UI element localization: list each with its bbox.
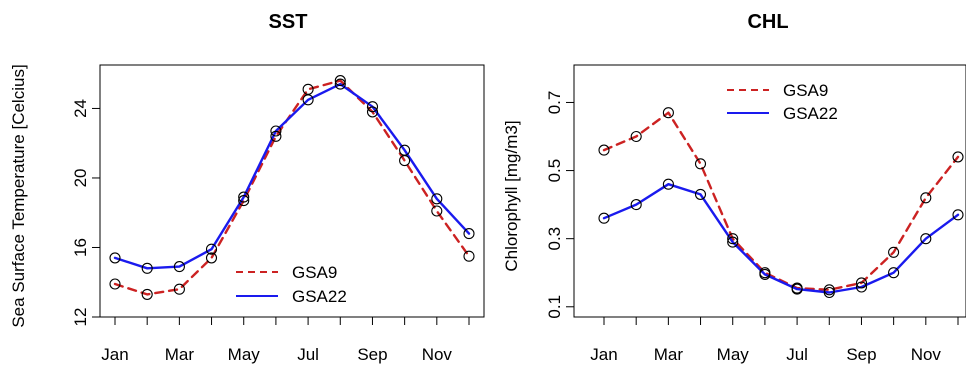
data-point-gsa9 bbox=[855, 277, 868, 289]
data-point-gsa22 bbox=[598, 212, 610, 224]
data-point-gsa22 bbox=[920, 233, 932, 245]
data-point-gsa9 bbox=[630, 130, 642, 143]
y-tick-label: 16 bbox=[71, 238, 90, 257]
data-point-gsa22 bbox=[759, 268, 771, 280]
y-tick-label: 20 bbox=[71, 169, 90, 188]
y-tick-label: 24 bbox=[71, 99, 90, 118]
data-point-gsa22 bbox=[141, 262, 153, 274]
data-point-gsa9 bbox=[952, 151, 964, 163]
data-point-gsa9 bbox=[920, 192, 932, 204]
data-point-gsa22 bbox=[694, 188, 707, 200]
x-tick-label: Nov bbox=[422, 345, 453, 364]
data-point-gsa22 bbox=[823, 286, 835, 299]
y-tick-label: 0.5 bbox=[545, 159, 564, 183]
chart-title: CHL bbox=[747, 11, 788, 33]
data-point-gsa9 bbox=[888, 246, 900, 258]
x-tick-label: Mar bbox=[165, 345, 195, 364]
x-tick-label: May bbox=[717, 345, 750, 364]
y-tick-label: 12 bbox=[71, 308, 90, 327]
legend-label-gsa9: GSA9 bbox=[783, 81, 828, 100]
data-point-gsa22 bbox=[952, 209, 964, 221]
data-point-gsa9 bbox=[173, 283, 185, 295]
data-point-gsa22 bbox=[173, 261, 185, 273]
x-tick-label: May bbox=[228, 345, 261, 364]
data-point-gsa22 bbox=[238, 191, 250, 203]
data-point-gsa9 bbox=[270, 130, 282, 142]
legend-label-gsa9: GSA9 bbox=[292, 263, 337, 282]
data-point-gsa22 bbox=[855, 281, 868, 293]
data-point-gsa22 bbox=[399, 144, 411, 156]
data-point-gsa9 bbox=[823, 284, 835, 296]
data-point-gsa22 bbox=[109, 252, 121, 264]
x-tick-label: Nov bbox=[911, 345, 942, 364]
y-axis-label: Chlorophyll [mg/m3] bbox=[502, 120, 521, 271]
data-point-gsa22 bbox=[270, 125, 282, 137]
y-tick-label: 0.7 bbox=[545, 91, 564, 115]
y-tick-label: 0.1 bbox=[545, 295, 564, 319]
x-tick-label: Sep bbox=[357, 345, 387, 364]
chart-panel-sst: SST Jan Mar May Jul Sep Nov 12 16 20 24 Sea Surface… bbox=[9, 11, 485, 364]
data-point-gsa22 bbox=[791, 283, 803, 295]
data-point-gsa22 bbox=[662, 178, 674, 190]
data-point-gsa9 bbox=[727, 233, 739, 245]
data-point-gsa22 bbox=[431, 193, 443, 205]
data-point-gsa9 bbox=[205, 252, 218, 264]
data-point-gsa9 bbox=[238, 195, 250, 207]
data-point-gsa22 bbox=[463, 228, 475, 240]
x-tick-label: Jan bbox=[590, 345, 617, 364]
data-point-gsa22 bbox=[888, 267, 900, 279]
x-tick-label: Mar bbox=[654, 345, 684, 364]
legend-label-gsa22: GSA22 bbox=[292, 287, 347, 306]
data-point-gsa22 bbox=[366, 101, 379, 113]
plot-frame bbox=[99, 64, 485, 318]
series-line-gsa22 bbox=[602, 182, 960, 294]
chart-panel-chl: CHL Jan Mar May Jul Sep Nov 0.1 0.3 0.5 0.7 Chlorop… bbox=[502, 11, 966, 364]
y-axis-label: Sea Surface Temperature [Celcius] bbox=[9, 64, 28, 327]
plot-frame bbox=[573, 64, 966, 318]
data-point-gsa9 bbox=[431, 205, 443, 217]
series-line-gsa9 bbox=[602, 111, 960, 291]
data-point-gsa9 bbox=[109, 278, 121, 290]
legend-label-gsa22: GSA22 bbox=[783, 104, 838, 123]
data-point-gsa9 bbox=[598, 144, 610, 156]
data-point-gsa9 bbox=[334, 75, 346, 87]
x-tick-label: Jul bbox=[297, 345, 319, 364]
data-point-gsa22 bbox=[630, 199, 642, 211]
y-tick-label: 0.3 bbox=[545, 227, 564, 251]
data-point-gsa22 bbox=[727, 236, 739, 248]
x-tick-label: Sep bbox=[846, 345, 876, 364]
data-point-gsa9 bbox=[662, 107, 674, 119]
data-point-gsa9 bbox=[141, 288, 153, 300]
x-tick-label: Jan bbox=[101, 345, 128, 364]
data-point-gsa9 bbox=[366, 106, 379, 118]
chart-title: SST bbox=[269, 11, 308, 33]
data-point-gsa22 bbox=[205, 243, 218, 255]
data-point-gsa22 bbox=[302, 94, 314, 106]
data-point-gsa9 bbox=[463, 250, 475, 262]
x-tick-label: Jul bbox=[786, 345, 808, 364]
data-point-gsa9 bbox=[694, 158, 707, 170]
data-point-gsa22 bbox=[334, 78, 346, 90]
